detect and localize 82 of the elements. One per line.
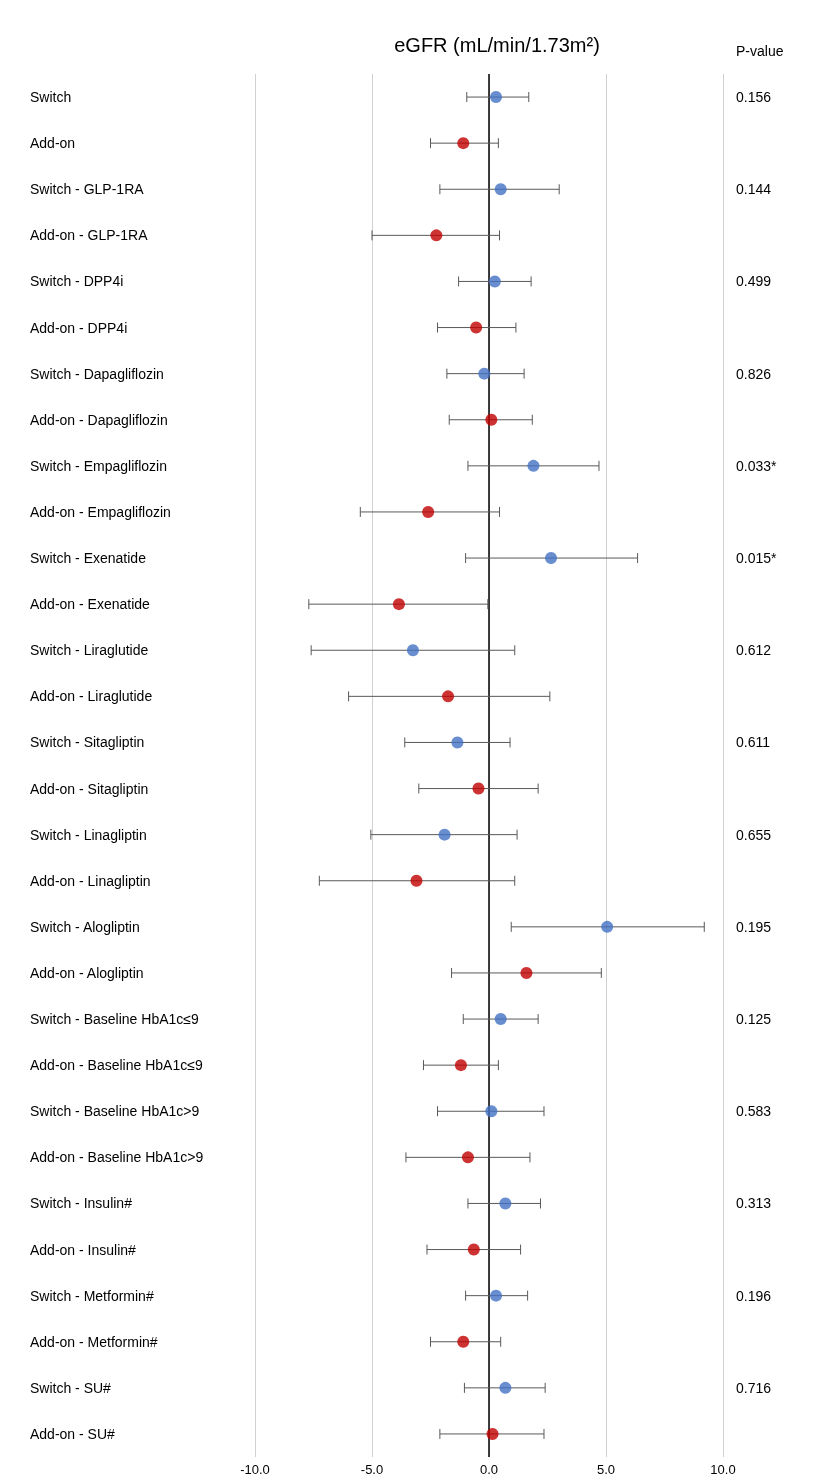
y-tick-label: Switch - Dapagliflozin: [30, 365, 164, 382]
x-tick-label: -10.0: [240, 1462, 270, 1477]
x-tick-label: 0.0: [479, 1462, 499, 1477]
chart-title: eGFR (mL/min/1.73m²): [394, 34, 600, 56]
y-tick-label: Add-on - GLP-1RA: [30, 227, 149, 244]
point: [438, 828, 451, 841]
point: [499, 1197, 512, 1210]
point: [467, 1243, 480, 1256]
y-tick-label: Add-on - Sitagliptin: [30, 780, 149, 797]
text: 0.612: [736, 642, 772, 659]
point: [457, 1335, 470, 1348]
point: [527, 459, 540, 472]
x-tick-label: -5.0: [360, 1462, 384, 1477]
point: [454, 1059, 467, 1072]
point: [422, 505, 435, 518]
point: [520, 966, 533, 979]
point: [485, 1105, 498, 1118]
point: [430, 229, 443, 242]
y-tick-label: Add-on: [30, 135, 76, 152]
point: [485, 413, 498, 426]
text: 0.125: [736, 1011, 772, 1028]
point: [410, 874, 423, 887]
text: 0.313: [736, 1195, 772, 1212]
y-tick-label: Add-on - Metformin#: [30, 1333, 158, 1350]
y-tick-label: Switch - Alogliptin: [30, 918, 140, 935]
y-tick-label: Add-on - Insulin#: [30, 1241, 137, 1258]
y-tick-label: Add-on - Alogliptin: [30, 964, 144, 981]
point: [442, 690, 455, 703]
y-tick-label: Add-on - SU#: [30, 1425, 116, 1442]
point: [451, 736, 464, 749]
point: [470, 321, 483, 334]
text: 0.015*: [736, 550, 778, 567]
y-tick-label: Switch - GLP-1RA: [30, 181, 145, 198]
x-tick-label: 5.0: [596, 1462, 616, 1477]
y-tick-label: Add-on - DPP4i: [30, 319, 128, 336]
x-tick-label: 10.0: [710, 1462, 736, 1477]
y-tick-label: Switch - DPP4i: [30, 273, 124, 290]
y-tick-label: Switch - Liraglutide: [30, 642, 149, 659]
text: 0.655: [736, 826, 772, 843]
point: [499, 1381, 512, 1394]
y-tick-label: Add-on - Baseline HbA1c>9: [30, 1149, 204, 1166]
text: 0.826: [736, 365, 772, 382]
y-tick-label: Add-on - Linagliptin: [30, 872, 151, 889]
point: [545, 552, 558, 565]
text: 0.144: [736, 181, 772, 198]
point: [461, 1151, 474, 1164]
point: [490, 1289, 503, 1302]
y-tick-label: Switch - Baseline HbA1c>9: [30, 1103, 200, 1120]
point: [478, 367, 491, 380]
y-tick-label: Switch - Empagliflozin: [30, 457, 167, 474]
point: [488, 275, 501, 288]
text: 0.196: [736, 1287, 772, 1304]
y-tick-label: Switch - Sitagliptin: [30, 734, 145, 751]
point: [494, 1013, 507, 1026]
text: 0.156: [736, 89, 772, 106]
point: [494, 183, 507, 196]
point: [601, 920, 614, 933]
y-tick-label: Switch - Metformin#: [30, 1287, 154, 1304]
point: [457, 137, 470, 150]
text: 0.499: [736, 273, 772, 290]
text: 0.195: [736, 918, 772, 935]
text: 0.611: [736, 734, 771, 751]
y-tick-label: Switch - Baseline HbA1c≤9: [30, 1011, 199, 1028]
y-tick-label: Add-on - Exenatide: [30, 596, 151, 613]
text: 0.716: [736, 1379, 772, 1396]
point: [486, 1427, 499, 1440]
y-tick-label: Add-on - Empagliflozin: [30, 503, 171, 520]
y-tick-label: Switch - Exenatide: [30, 550, 147, 567]
point: [392, 598, 405, 611]
y-tick-label: Add-on - Dapagliflozin: [30, 411, 168, 428]
text: P-value: [736, 43, 784, 59]
y-tick-label: Add-on - Liraglutide: [30, 688, 153, 705]
y-tick-label: Switch - SU#: [30, 1379, 112, 1396]
y-tick-label: Switch - Insulin#: [30, 1195, 133, 1212]
text: 0.583: [736, 1103, 772, 1120]
point: [472, 782, 485, 795]
y-tick-label: Switch: [30, 89, 72, 106]
y-tick-label: Switch - Linagliptin: [30, 826, 147, 843]
point: [406, 644, 419, 657]
text: 0.033*: [736, 457, 778, 474]
y-tick-label: Add-on - Baseline HbA1c≤9: [30, 1057, 203, 1074]
point: [490, 91, 503, 104]
